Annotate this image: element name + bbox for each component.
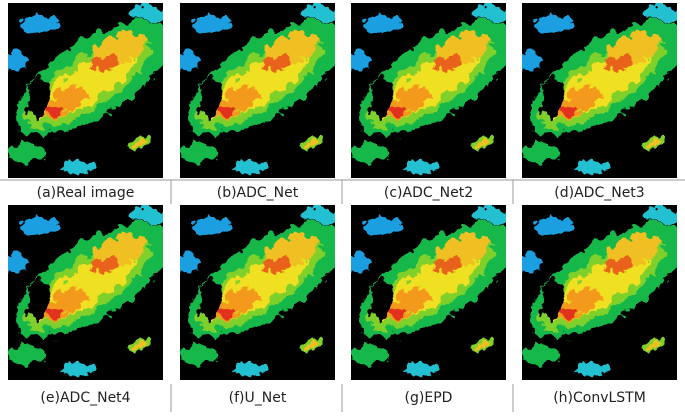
radar-image — [341, 0, 531, 178]
radar-image — [170, 0, 360, 178]
panel-caption: (e)ADC_Net4 — [40, 390, 130, 406]
panel-caption: (f)U_Net — [229, 390, 287, 406]
panel: (h)ConvLSTM — [512, 201, 685, 406]
panel-caption: (d)ADC_Net3 — [554, 185, 644, 201]
panel-caption: (c)ADC_Net2 — [384, 185, 473, 201]
radar-image — [170, 201, 360, 380]
radar-image — [0, 0, 188, 178]
panel: (g)EPD — [341, 201, 531, 406]
panel: (c)ADC_Net2 — [341, 0, 531, 201]
radar-image — [512, 201, 685, 380]
panel: (b)ADC_Net — [170, 0, 360, 201]
panel: (e)ADC_Net4 — [0, 201, 188, 406]
radar-image — [0, 201, 188, 380]
panel: (a)Real image — [0, 0, 188, 201]
radar-image — [512, 0, 685, 178]
panel: (f)U_Net — [170, 201, 360, 406]
panel-caption: (g)EPD — [405, 390, 453, 406]
panel-caption: (b)ADC_Net — [217, 185, 299, 201]
radar-image — [341, 201, 531, 380]
panel-caption: (h)ConvLSTM — [553, 390, 646, 406]
panel: (d)ADC_Net3 — [512, 0, 685, 201]
panel-caption: (a)Real image — [37, 185, 135, 201]
